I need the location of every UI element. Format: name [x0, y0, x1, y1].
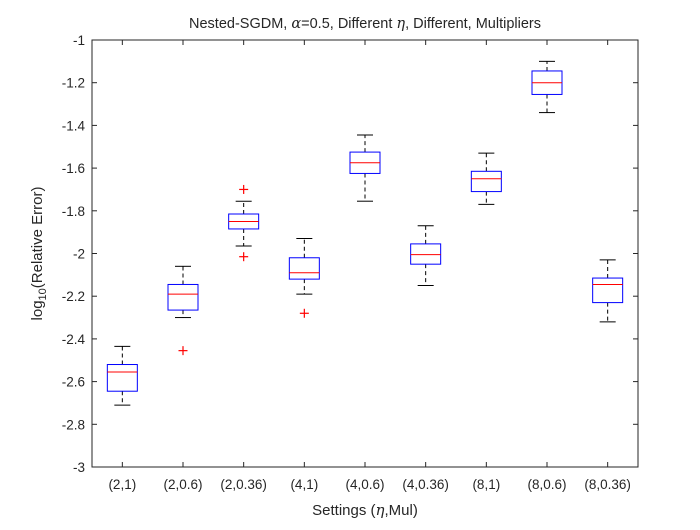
x-tick-label: (8,1) — [472, 477, 500, 492]
y-tick-label: -1.4 — [62, 118, 86, 133]
x-tick-label: (8,0.6) — [527, 477, 566, 492]
box-plot-item — [470, 152, 502, 205]
chart-title-alpha: α — [291, 16, 301, 32]
interquartile-box — [470, 170, 502, 193]
outlier-marker — [299, 308, 309, 318]
x-tick-label: (2,0.6) — [163, 477, 202, 492]
y-axis-label-log: log — [29, 300, 46, 320]
x-axis-label-part: ,Mul) — [385, 502, 418, 519]
y-axis: -3 -2.8 -2.6 -2.4 -2.2 -2 -1.8 -1.6 -1.4 -1.2 -1 — [62, 33, 638, 475]
interquartile-box — [288, 257, 320, 280]
x-axis: (2,1) (2,0.6) (2,0.36) (4,1) (4,0.6) (4,0.36)… — [108, 40, 631, 492]
y-tick-label: -2.6 — [62, 375, 85, 390]
x-axis-label-eta: η — [376, 501, 385, 519]
x-tick-label: (4,0.6) — [345, 477, 384, 492]
y-tick-label: -2 — [73, 247, 85, 262]
plot-frame — [91, 39, 639, 468]
boxes — [106, 60, 624, 406]
y-tick-label: -2.8 — [62, 417, 85, 432]
y-axis-label-rest: (Relative Error) — [29, 187, 46, 289]
y-tick-label: -1.6 — [62, 161, 85, 176]
chart-title-part: Nested-SGDM, — [189, 16, 291, 32]
y-tick-label: -2.4 — [62, 332, 86, 347]
box-plot-item — [531, 60, 563, 114]
outlier-marker — [239, 252, 249, 262]
x-tick-label: (4,1) — [290, 477, 318, 492]
y-axis-label: log10(Relative Error) — [29, 187, 49, 321]
interquartile-box — [106, 364, 138, 392]
interquartile-box — [410, 243, 442, 265]
box-plot-item — [349, 134, 381, 202]
x-tick-label: (8,0.36) — [584, 477, 631, 492]
box-plot-item — [167, 265, 199, 356]
x-tick-label: (2,0.36) — [220, 477, 267, 492]
x-tick-label: (2,1) — [108, 477, 136, 492]
outlier-marker — [178, 346, 188, 356]
y-tick-label: -1 — [73, 33, 85, 48]
interquartile-box — [167, 283, 199, 311]
x-axis-label: Settings (η,Mul) — [312, 501, 418, 519]
box-plot-item — [592, 259, 624, 323]
plot-area — [92, 40, 638, 467]
interquartile-box — [592, 277, 624, 304]
chart-title-eta: η — [396, 16, 405, 32]
box-plot-item — [106, 345, 138, 406]
y-axis-label-subscript: 10 — [37, 288, 49, 300]
box-plot-item — [410, 225, 442, 287]
box-plot-item — [288, 238, 320, 318]
y-tick-label: -2.2 — [62, 289, 85, 304]
outlier-marker — [239, 184, 249, 194]
x-tick-label: (4,0.36) — [402, 477, 449, 492]
chart-title-part: , Different, Multipliers — [405, 16, 541, 32]
box-plot-item — [228, 184, 260, 262]
chart-title: Nested-SGDM, α=0.5, Different η, Differe… — [189, 16, 541, 32]
y-tick-label: -1.8 — [62, 204, 85, 219]
y-tick-label: -1.2 — [62, 76, 85, 91]
x-axis-label-part: Settings ( — [312, 502, 375, 519]
chart-title-part: =0.5, Different — [301, 16, 396, 32]
y-tick-label: -3 — [73, 460, 85, 475]
